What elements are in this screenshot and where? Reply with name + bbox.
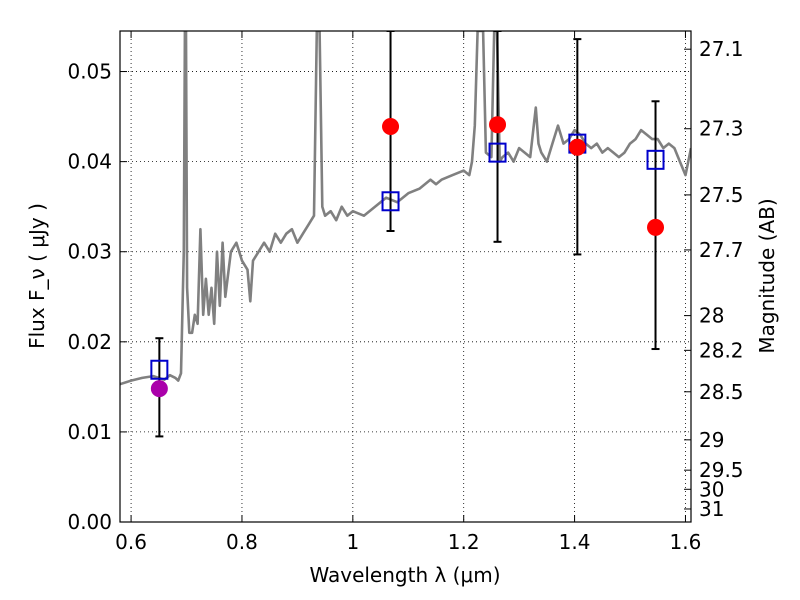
grid-lines [120,31,691,523]
y2-tick-label: 30 [699,477,724,501]
x-tick-label: 1.4 [559,530,591,554]
y-tick-label: 0.02 [67,330,112,354]
model-square-point [150,359,169,380]
y-tick-label: 0.05 [67,60,112,84]
y2-tick-label: 31 [699,497,724,521]
y2-tick-label: 27.1 [699,37,744,61]
x-tick-label: 0.8 [226,530,258,554]
x-tick-label: 0.6 [115,530,147,554]
tick-labels: 0.6 0.8 1 1.2 1.4 1.6 0.00 0.01 0.02 0.03 0.04 0.05… [67,37,743,554]
y-tick-label: 0.03 [67,240,112,264]
spectrum-line [120,31,691,386]
y-tick-label: 0.00 [67,510,112,534]
x-tick-label: 1 [346,530,359,554]
series-layer [120,31,691,438]
x-tick-label: 1.2 [448,530,480,554]
y2-tick-label: 28 [699,304,724,328]
x-tick-label: 1.6 [670,530,702,554]
y-axis-label: Flux F_ν ( μJy ) [25,203,49,349]
tick-marks [120,31,691,523]
y2-tick-label: 29 [699,428,724,452]
model-square-point [381,191,400,212]
y-tick-label: 0.04 [67,150,112,174]
y2-tick-label: 27.5 [699,183,744,207]
observed-point [489,116,507,134]
observed-point [647,218,665,236]
y2-tick-label: 29.5 [699,458,744,482]
y2-tick-label: 28.2 [699,338,744,362]
model-square-point [488,142,507,163]
y2-axis-label: Magnitude (AB) [755,198,779,353]
observed-point [568,138,586,156]
y2-tick-label: 27.3 [699,117,744,141]
observed-point [382,117,400,135]
y2-tick-label: 28.5 [699,380,744,404]
y2-tick-label: 27.7 [699,238,744,262]
plot-frame [119,30,692,523]
y-tick-label: 0.01 [67,420,112,444]
observed-point [150,380,168,398]
x-axis-label: Wavelength λ (μm) [309,563,500,587]
model-square-point [646,149,665,170]
